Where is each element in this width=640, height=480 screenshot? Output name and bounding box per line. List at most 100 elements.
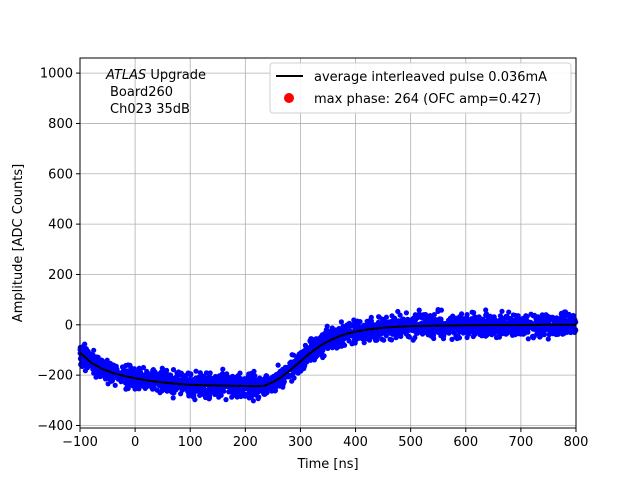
- scatter-point: [109, 362, 115, 368]
- scatter-point: [325, 345, 331, 351]
- x-tick-label: 700: [508, 435, 533, 450]
- scatter-point: [330, 332, 336, 338]
- scatter-point: [551, 327, 557, 333]
- scatter-point: [365, 322, 371, 328]
- scatter-point: [483, 327, 489, 333]
- scatter-point: [550, 315, 556, 321]
- scatter-point: [545, 336, 551, 342]
- scatter-point: [343, 326, 349, 332]
- scatter-point: [159, 365, 165, 371]
- info-line-2: Board260: [110, 85, 173, 100]
- legend-box: [269, 62, 572, 114]
- scatter-point: [317, 335, 323, 341]
- scatter-point: [102, 361, 108, 367]
- x-axis-label: Time [ns]: [296, 457, 358, 472]
- scatter-point: [493, 334, 500, 341]
- scatter-point: [118, 379, 124, 385]
- scatter-point: [409, 319, 415, 325]
- scatter-point: [94, 373, 100, 379]
- scatter-point: [135, 369, 141, 375]
- scatter-point: [461, 319, 467, 325]
- scatter-point: [365, 334, 371, 340]
- scatter-point: [91, 370, 97, 376]
- scatter-point: [389, 337, 395, 343]
- y-tick-label: 200: [48, 268, 73, 283]
- scatter-point: [213, 376, 219, 383]
- scatter-point: [537, 330, 543, 336]
- scatter-point: [558, 311, 564, 317]
- scatter-point: [539, 312, 545, 318]
- scatter-point: [531, 312, 538, 318]
- axis-ticks: −100 0 100 200 300 400 500 600 700 800 −400 −200 0 20…: [37, 67, 588, 450]
- scatter-point: [193, 368, 199, 374]
- scatter-point: [123, 379, 129, 385]
- scatter-point: [559, 316, 565, 322]
- scatter-point: [188, 386, 194, 392]
- scatter-point: [329, 345, 335, 351]
- scatter-point: [132, 383, 138, 389]
- scatter-point: [567, 316, 573, 322]
- scatter-point: [460, 330, 466, 336]
- scatter-point: [403, 310, 409, 316]
- scatter-point: [272, 388, 278, 394]
- scatter-point: [400, 316, 406, 322]
- scatter-point: [450, 313, 456, 319]
- scatter-point: [499, 308, 505, 314]
- average-pulse-polyline: [79, 323, 576, 388]
- scatter-point: [208, 387, 214, 393]
- y-tick-label: −200: [37, 369, 73, 384]
- scatter-point: [540, 319, 546, 325]
- scatter-point: [439, 332, 445, 338]
- scatter-point: [464, 334, 470, 341]
- scatter-point: [252, 378, 258, 384]
- scatter-point: [304, 357, 310, 363]
- scatter-point: [141, 383, 147, 389]
- scatter-point: [246, 371, 252, 377]
- scatter-point: [289, 378, 295, 384]
- scatter-point: [216, 373, 222, 379]
- scatter-point: [476, 328, 482, 334]
- scatter-point: [360, 335, 366, 341]
- scatter-point: [383, 333, 389, 339]
- scatter-point: [355, 322, 361, 328]
- scatter-point: [336, 327, 342, 333]
- scatter-point: [546, 331, 552, 338]
- x-tick-label: 0: [131, 435, 139, 450]
- scatter-point: [277, 382, 283, 389]
- scatter-point: [251, 391, 257, 398]
- scatter-point: [188, 371, 194, 377]
- scatter-point: [275, 362, 281, 368]
- scatter-point: [515, 313, 521, 319]
- scatter-point: [139, 372, 145, 378]
- scatter-point: [499, 316, 505, 322]
- scatter-point: [368, 318, 374, 324]
- scatter-point: [297, 365, 303, 371]
- scatter-point: [247, 386, 253, 392]
- scatter-point: [170, 395, 176, 401]
- y-tick-label: 1000: [40, 67, 73, 82]
- scatter-point: [459, 311, 465, 317]
- scatter-point: [455, 325, 462, 331]
- scatter-point: [518, 319, 524, 325]
- scatter-point: [289, 352, 295, 358]
- scatter-point: [374, 328, 380, 334]
- scatter-point: [334, 345, 340, 351]
- scatter-point: [506, 309, 512, 315]
- scatter-point: [169, 385, 176, 391]
- scatter-point: [242, 379, 248, 385]
- scatter-point: [170, 367, 177, 373]
- legend-entry-point: max phase: 264 (OFC amp=0.427): [314, 92, 541, 107]
- scatter-point: [164, 367, 170, 373]
- scatter-point: [513, 327, 520, 333]
- scatter-point: [246, 390, 252, 396]
- scatter-point: [181, 374, 187, 380]
- scatter-point: [422, 311, 429, 318]
- scatter-point: [520, 331, 527, 337]
- info-italic-word: ATLAS: [105, 68, 146, 83]
- scatter-point: [232, 390, 238, 396]
- scatter-point: [224, 371, 230, 377]
- scatter-point: [479, 333, 485, 339]
- scatter-point: [471, 310, 477, 316]
- scatter-point: [346, 338, 352, 344]
